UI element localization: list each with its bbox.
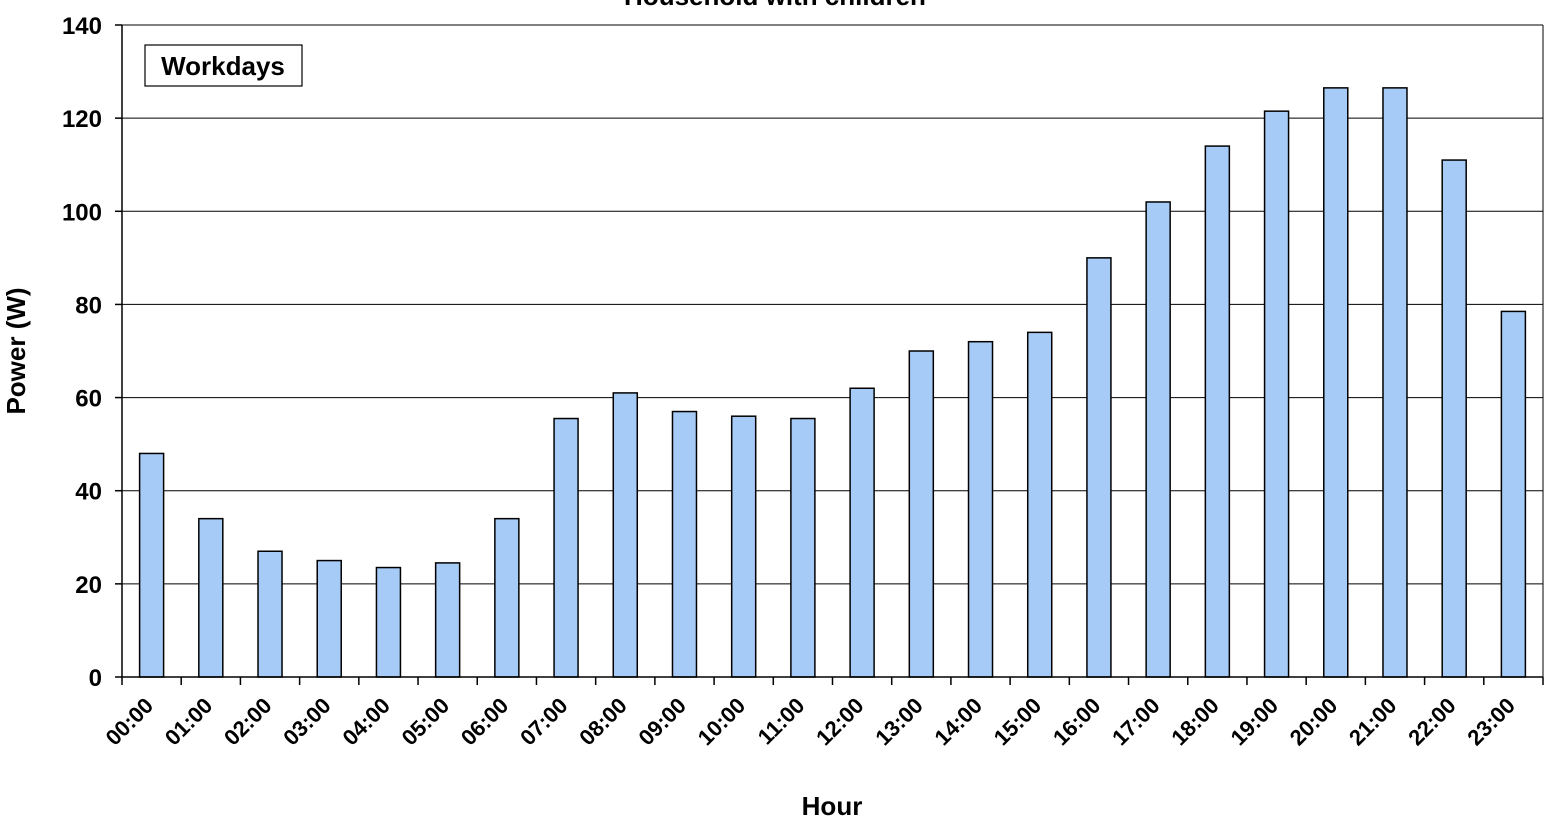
x-tick-label: 23:00 [1462, 693, 1519, 750]
bar-0500 [434, 562, 461, 678]
bar-2300 [1500, 310, 1527, 678]
gridlines [122, 24, 1543, 585]
bar-1600 [1086, 257, 1112, 678]
x-tick-label: 01:00 [160, 693, 217, 750]
bar-0000 [138, 452, 165, 678]
x-tick-label: 13:00 [870, 693, 927, 750]
x-tick-label: 14:00 [930, 693, 987, 750]
x-tick-label: 02:00 [219, 693, 276, 750]
x-tick-label: 05:00 [397, 693, 454, 750]
x-tick-label: 21:00 [1344, 693, 1401, 750]
chart-title: Household with children [624, 0, 926, 11]
y-tick-label: 0 [89, 665, 102, 692]
bar-1900 [1263, 110, 1290, 678]
bar-0900 [671, 410, 698, 678]
bar-2100 [1382, 87, 1408, 678]
bar-1200 [849, 387, 875, 678]
y-tick-label: 40 [75, 479, 102, 506]
x-tick-label: 17:00 [1107, 693, 1164, 750]
bar-1300 [908, 350, 935, 678]
x-tick-label: 09:00 [634, 693, 691, 750]
x-tick-label: 06:00 [456, 693, 513, 750]
x-tick-label: 10:00 [693, 693, 750, 750]
x-tick-label: 15:00 [989, 693, 1046, 750]
y-tick-label: 140 [62, 13, 102, 40]
y-tick-label: 20 [75, 572, 102, 599]
bar-1100 [790, 417, 816, 678]
x-tick-label: 04:00 [337, 693, 394, 750]
bar-1400 [967, 340, 994, 678]
x-tick-label: 00:00 [101, 693, 158, 750]
bar-0100 [198, 517, 224, 678]
bar-0800 [612, 392, 639, 678]
x-tick-label: 20:00 [1285, 693, 1342, 750]
bar-1000 [730, 415, 757, 678]
x-axis-title: Hour [802, 791, 863, 820]
x-tick-label: 03:00 [278, 693, 335, 750]
annotation-text: Workdays [161, 51, 285, 81]
x-tick-label: 19:00 [1226, 693, 1283, 750]
y-axis-title: Power (W) [1, 287, 31, 414]
x-tick-label: 22:00 [1403, 693, 1460, 750]
x-tick-labels: 00:00 01:00 02:00 03:00 04:00 05:00 06:00 07:00… [101, 693, 1520, 750]
bar-2000 [1323, 87, 1349, 678]
x-tick-label: 08:00 [574, 693, 631, 750]
x-tick-label: 18:00 [1166, 693, 1223, 750]
x-tick-label: 07:00 [515, 693, 572, 750]
axes [115, 24, 1544, 685]
bar-0700 [553, 417, 579, 678]
bar-0200 [257, 550, 283, 678]
x-tick-label: 16:00 [1048, 693, 1105, 750]
bar-0400 [375, 566, 402, 678]
bar-0600 [494, 517, 520, 678]
bars [138, 87, 1527, 678]
y-tick-labels: 0 20 40 60 80 100 120 140 [62, 13, 102, 692]
y-tick-label: 120 [62, 106, 102, 133]
bar-1700 [1145, 201, 1171, 678]
annotation-box: Workdays [144, 44, 303, 87]
bar-0300 [316, 559, 342, 678]
y-tick-label: 80 [75, 292, 102, 319]
y-tick-label: 100 [62, 199, 102, 226]
x-tick-label: 11:00 [753, 693, 810, 750]
x-tick-label: 12:00 [811, 693, 868, 750]
bar-1500 [1026, 331, 1053, 678]
y-tick-label: 60 [75, 386, 102, 413]
bar-1800 [1204, 145, 1231, 678]
bar-2200 [1441, 159, 1467, 678]
